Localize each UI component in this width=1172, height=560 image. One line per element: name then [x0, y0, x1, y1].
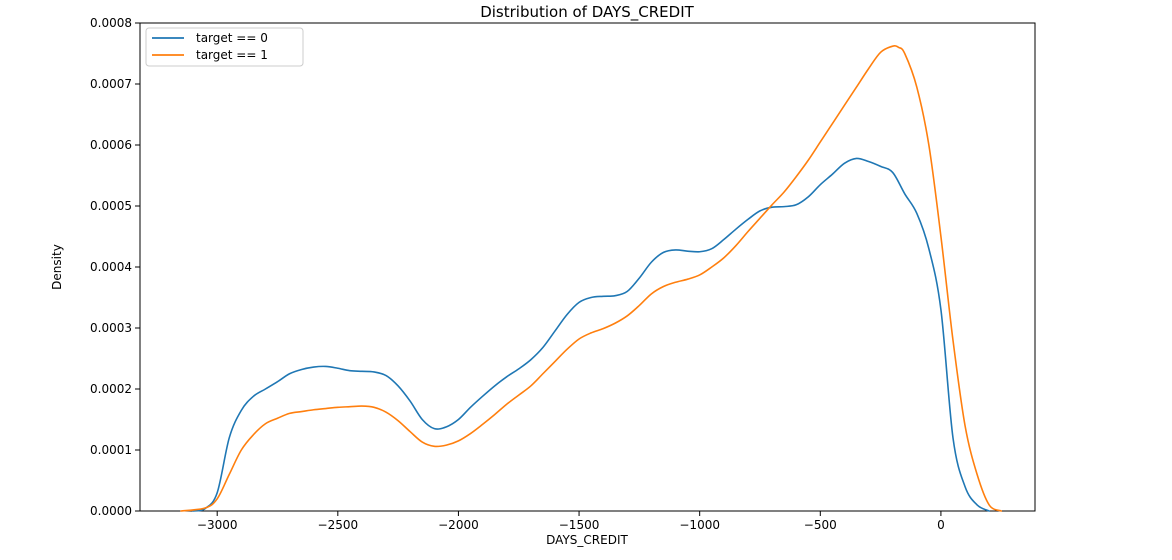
y-tick-label: 0.0004: [90, 260, 132, 274]
series-layer: [180, 45, 1003, 512]
y-axis: 0.0000 0.0001 0.0002 0.0003 0.0004 0.0005 0.00…: [90, 16, 140, 518]
y-tick-label: 0.0007: [90, 77, 132, 91]
y-tick-label: 0.0002: [90, 382, 132, 396]
y-axis-label: Density: [50, 244, 64, 290]
plot-frame: [139, 22, 1036, 512]
x-tick-label: −3000: [197, 518, 238, 532]
plot-area: [139, 22, 1036, 512]
y-tick-label: 0.0005: [90, 199, 132, 213]
legend-label: target == 0: [196, 31, 268, 45]
series-line-target-0: [192, 157, 990, 512]
x-tick-label: −2500: [318, 518, 359, 532]
y-tick-label: 0.0006: [90, 138, 132, 152]
x-tick-label: 0: [937, 518, 945, 532]
legend: target == 0 target == 1: [145, 27, 304, 67]
x-tick-label: −1000: [679, 518, 720, 532]
y-tick-label: 0.0001: [90, 443, 132, 457]
x-axis: −3000 −2500 −2000 −1500 −1000 −500 0: [197, 511, 945, 532]
chart-title: Distribution of DAYS_CREDIT: [480, 3, 694, 22]
y-tick-label: 0.0008: [90, 16, 132, 30]
x-axis-label: DAYS_CREDIT: [546, 533, 628, 547]
series-line-target-1: [180, 45, 1003, 512]
legend-label: target == 1: [196, 48, 268, 62]
y-tick-label: 0.0003: [90, 321, 132, 335]
x-tick-label: −500: [804, 518, 837, 532]
y-tick-label: 0.0000: [90, 504, 132, 518]
x-tick-label: −1500: [559, 518, 600, 532]
legend-box: [145, 27, 304, 67]
x-tick-label: −2000: [438, 518, 479, 532]
